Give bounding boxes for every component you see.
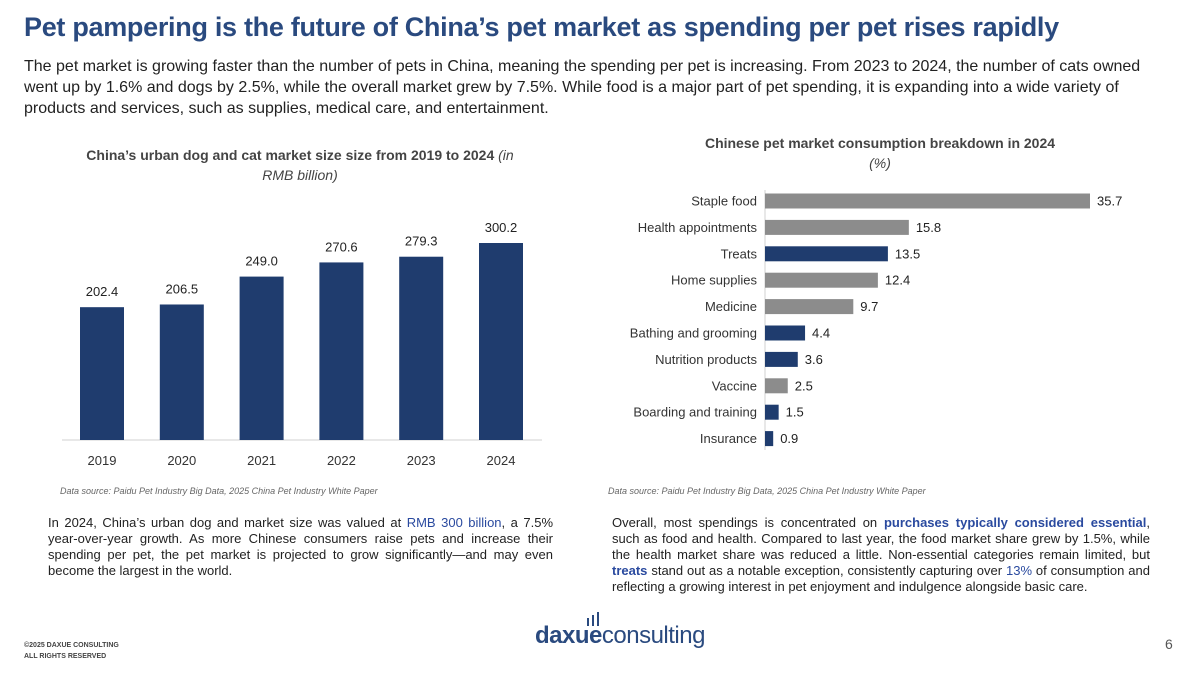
x-tick-label: 2024: [487, 453, 516, 468]
left-chart-title-text: China’s urban dog and cat market size si…: [86, 147, 495, 163]
category-label: Home supplies: [671, 273, 757, 288]
bar-2022: [319, 262, 364, 440]
right-data-source: Data source: Paidu Pet Industry Big Data…: [608, 486, 926, 496]
data-label: 4.4: [812, 326, 830, 341]
category-label: Staple food: [691, 194, 757, 209]
data-label: 15.8: [916, 220, 941, 235]
x-tick-label: 2022: [327, 453, 356, 468]
x-tick-label: 2019: [88, 453, 117, 468]
x-tick-label: 2021: [247, 453, 276, 468]
text: , a 7.5% year-over-year growth. As more …: [48, 515, 554, 578]
logo-text: daxue: [535, 622, 602, 649]
category-label: Bathing and grooming: [630, 326, 757, 341]
data-label: 13.5: [895, 246, 920, 261]
copyright-line: ALL RIGHTS RESERVED: [24, 653, 107, 660]
x-tick-label: 2023: [407, 453, 436, 468]
category-label: Insurance: [700, 431, 757, 446]
copyright: ©2025 DAXUE CONSULTING ALL RIGHTS RESERV…: [24, 640, 119, 662]
daxue-logo: daxueconsulting: [535, 612, 706, 650]
category-label: Health appointments: [638, 220, 758, 235]
text: of consumption and reflecting a growing …: [612, 563, 1150, 594]
left-chart-title: China’s urban dog and cat market size si…: [80, 145, 520, 185]
bar-insurance: [765, 431, 774, 447]
data-label: 249.0: [245, 254, 278, 269]
highlight: 13%: [1005, 563, 1033, 578]
right-paragraph: Overall, most spendings is concentrated …: [612, 515, 1150, 595]
page-title: Pet pampering is the future of China’s p…: [24, 12, 1059, 42]
bar-home-supplies: [765, 272, 878, 288]
data-label: 12.4: [885, 273, 910, 288]
bar-boarding-and-training: [765, 404, 779, 420]
data-label: 202.4: [86, 284, 119, 299]
text: stand out as a notable exception, consis…: [647, 563, 1006, 578]
highlight: RMB 300 billion: [406, 515, 502, 530]
bar-2024: [479, 243, 523, 440]
market-size-bar-chart: 202.4 2019 206.5 2020 249.0 2021 270.6 2022 279.…: [62, 220, 542, 468]
logo-bars-icon: [587, 612, 599, 626]
highlight: treats: [612, 563, 648, 578]
category-label: Vaccine: [712, 378, 757, 393]
logo-text: consulting: [601, 622, 706, 649]
data-label: 300.2: [485, 220, 518, 235]
category-label: Boarding and training: [633, 405, 757, 420]
category-label: Treats: [721, 246, 758, 261]
bar-2021: [239, 276, 284, 440]
text: , such as food and health. Compared to l…: [612, 515, 1150, 562]
bar-medicine: [765, 299, 854, 315]
highlight: purchases typically considered essential: [883, 515, 1147, 530]
data-label: 2.5: [795, 378, 813, 393]
bar-bathing-and-grooming: [765, 325, 806, 341]
right-chart-title-text: Chinese pet market consumption breakdown…: [704, 135, 1056, 151]
data-label: 1.5: [786, 405, 804, 420]
data-label: 35.7: [1097, 194, 1122, 209]
left-chart-unit: (in RMB billion): [262, 147, 514, 183]
text: Overall, most spendings is concentrated …: [612, 515, 884, 530]
category-label: Nutrition products: [655, 352, 757, 367]
category-label: Medicine: [705, 299, 757, 314]
x-tick-label: 2020: [167, 453, 196, 468]
data-label: 279.3: [405, 234, 438, 249]
bar-health-appointments: [765, 219, 909, 235]
left-paragraph: In 2024, China’s urban dog and market si…: [48, 515, 553, 579]
bar-treats: [765, 246, 888, 262]
right-chart-title: Chinese pet market consumption breakdown…: [640, 133, 1120, 173]
data-label: 270.6: [325, 239, 358, 254]
page-number: 6: [1165, 636, 1173, 652]
copyright-line: ©2025 DAXUE CONSULTING: [24, 642, 119, 649]
data-label: 206.5: [166, 281, 199, 296]
bar-nutrition-products: [765, 351, 798, 367]
text: In 2024, China’s urban dog and market si…: [48, 515, 407, 530]
right-chart-unit: (%): [869, 155, 891, 171]
data-label: 9.7: [860, 299, 878, 314]
data-label: 0.9: [780, 431, 798, 446]
consumption-breakdown-chart: Staple food 35.7 Health appointments 15.8 Tr…: [630, 190, 1122, 450]
bar-2020: [159, 304, 204, 440]
bar-vaccine: [765, 378, 788, 394]
left-data-source: Data source: Paidu Pet Industry Big Data…: [60, 486, 378, 496]
data-label: 3.6: [805, 352, 823, 367]
bar-2023: [399, 256, 444, 440]
intro-text: The pet market is growing faster than th…: [24, 58, 1141, 117]
bar-staple-food: [765, 193, 1090, 209]
bar-2019: [80, 307, 124, 440]
